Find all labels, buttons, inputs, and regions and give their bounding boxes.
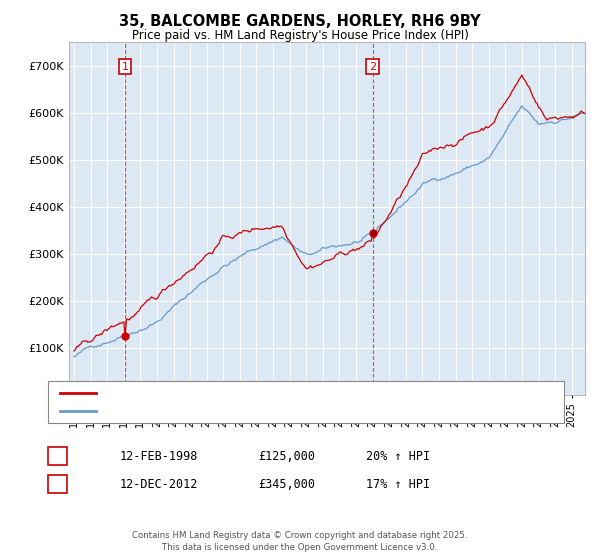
Text: £125,000: £125,000: [258, 450, 315, 463]
Text: 1: 1: [122, 62, 128, 72]
Text: £345,000: £345,000: [258, 478, 315, 491]
Text: Price paid vs. HM Land Registry's House Price Index (HPI): Price paid vs. HM Land Registry's House …: [131, 29, 469, 42]
Text: 35, BALCOMBE GARDENS, HORLEY, RH6 9BY (semi-detached house): 35, BALCOMBE GARDENS, HORLEY, RH6 9BY (s…: [102, 388, 457, 398]
Text: 12-DEC-2012: 12-DEC-2012: [120, 478, 199, 491]
Text: 20% ↑ HPI: 20% ↑ HPI: [366, 450, 430, 463]
Text: 17% ↑ HPI: 17% ↑ HPI: [366, 478, 430, 491]
Text: 35, BALCOMBE GARDENS, HORLEY, RH6 9BY: 35, BALCOMBE GARDENS, HORLEY, RH6 9BY: [119, 14, 481, 29]
Text: 1: 1: [54, 450, 61, 463]
Text: HPI: Average price, semi-detached house, Reigate and Banstead: HPI: Average price, semi-detached house,…: [102, 406, 439, 416]
Text: 2: 2: [54, 478, 61, 491]
Text: Contains HM Land Registry data © Crown copyright and database right 2025.
This d: Contains HM Land Registry data © Crown c…: [132, 531, 468, 552]
Text: 2: 2: [369, 62, 376, 72]
Text: 12-FEB-1998: 12-FEB-1998: [120, 450, 199, 463]
